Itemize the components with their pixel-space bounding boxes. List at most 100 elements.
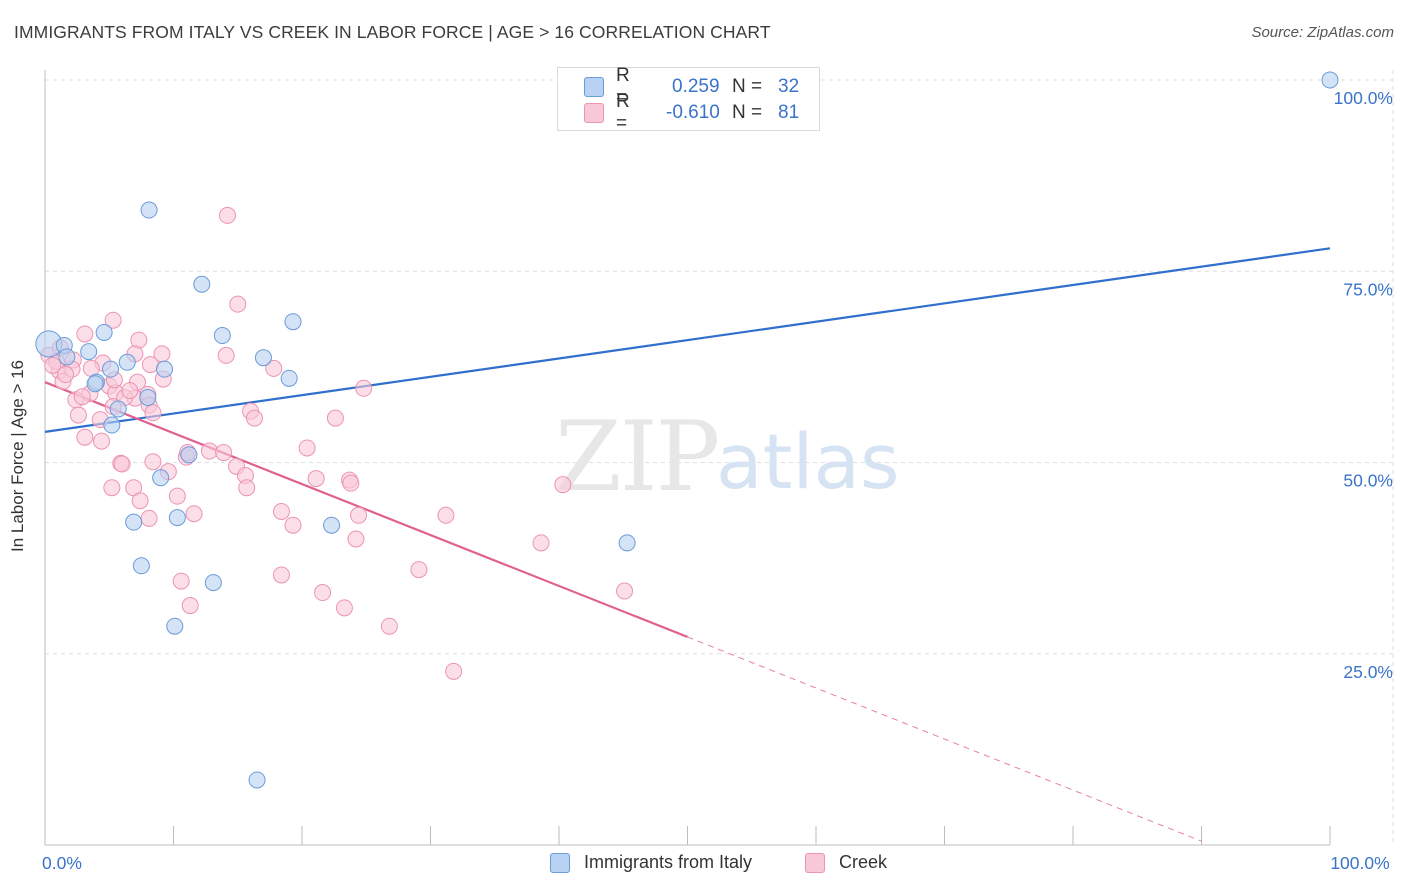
point-italy (618, 534, 636, 552)
point-italy (180, 446, 198, 464)
point-creek (57, 366, 75, 384)
x-ticks (44, 826, 1331, 845)
y-tick-label: 25.0% (1343, 662, 1393, 682)
point-italy (139, 388, 157, 406)
creek-swatch (584, 103, 604, 123)
italy-swatch (550, 852, 570, 873)
point-creek (229, 295, 247, 313)
point-creek (104, 311, 122, 329)
point-creek (140, 509, 158, 527)
point-italy (125, 513, 143, 531)
y-tick-label: 100.0% (1334, 88, 1393, 108)
point-italy (86, 375, 104, 393)
x-tick-label: 0.0% (42, 853, 82, 873)
point-creek (69, 406, 87, 424)
point-italy (132, 557, 150, 575)
point-creek (326, 409, 344, 427)
n-label: N = (732, 76, 763, 97)
y-tick-labels: 25.0% 50.0% 75.0% 100.0% (1334, 88, 1393, 682)
point-creek (307, 470, 325, 488)
series-legend: Immigrants from Italy Creek (0, 852, 1406, 878)
point-italy (280, 369, 298, 387)
point-creek (272, 502, 290, 520)
legend-item-creek[interactable]: Creek (805, 852, 887, 873)
y-axis-label: In Labor Force | Age > 16 (8, 359, 27, 553)
n-label: N = (732, 102, 763, 123)
r-value: 0.259 (672, 76, 720, 97)
watermark-atlas: atlas (716, 417, 900, 506)
point-italy (103, 416, 121, 434)
point-italy (168, 509, 186, 527)
point-creek (121, 382, 139, 400)
point-creek (298, 439, 316, 457)
point-italy (140, 201, 158, 219)
point-creek (153, 345, 171, 363)
point-italy (102, 360, 120, 378)
point-creek (272, 566, 290, 584)
point-italy (58, 348, 76, 366)
point-creek (73, 388, 91, 406)
r-label: R = (616, 65, 630, 108)
legend-item-italy[interactable]: Immigrants from Italy (550, 852, 752, 873)
point-creek (347, 530, 365, 548)
point-creek (284, 516, 302, 534)
point-creek (200, 442, 218, 460)
trend-line-creek (44, 381, 688, 638)
point-creek (217, 346, 235, 364)
point-creek (93, 432, 111, 450)
trend-lines (44, 247, 1331, 842)
x-tick-label: 100.0% (1330, 853, 1389, 873)
n-value: 32 (778, 76, 800, 97)
point-creek (76, 428, 94, 446)
point-italy (193, 275, 211, 293)
point-creek (410, 561, 428, 579)
point-creek (181, 597, 199, 615)
trend-line-creek-extension (687, 636, 1202, 842)
point-creek (355, 379, 373, 397)
y-tick-label: 50.0% (1343, 471, 1393, 491)
italy-swatch (584, 77, 604, 97)
point-creek (185, 505, 203, 523)
point-creek (103, 479, 121, 497)
point-creek (265, 359, 283, 377)
point-creek (218, 206, 236, 224)
stats-row-creek: R = -0.610 N = 81 (584, 91, 799, 134)
point-italy (95, 323, 113, 341)
watermark: ZIP atlas (555, 401, 900, 513)
point-creek (44, 356, 62, 374)
point-italy (248, 771, 266, 789)
point-italy (152, 469, 170, 487)
point-creek (380, 617, 398, 635)
point-creek (131, 492, 149, 510)
legend-label-creek: Creek (839, 852, 888, 872)
watermark-zip: ZIP (555, 401, 718, 513)
point-creek (554, 476, 572, 494)
point-creek (616, 582, 634, 600)
r-label: R = (616, 91, 630, 134)
x-tick-labels: 0.0% 100.0% (42, 853, 1390, 873)
point-creek (172, 572, 190, 590)
legend-label-italy: Immigrants from Italy (584, 852, 753, 872)
point-creek (532, 534, 550, 552)
point-italy (254, 349, 272, 367)
point-italy (109, 400, 127, 418)
point-creek (76, 325, 94, 343)
point-creek (342, 474, 360, 492)
point-italy (156, 360, 174, 378)
point-italy (80, 343, 98, 361)
point-italy (204, 574, 222, 592)
point-italy (166, 617, 184, 635)
stats-legend: R = 0.259 N = 32 R = -0.610 N = 81 (557, 65, 820, 134)
point-italy (284, 313, 302, 331)
source-label: Source: ZipAtlas.com (1251, 24, 1394, 41)
point-creek (113, 455, 131, 473)
point-italy (323, 516, 341, 534)
point-italy (213, 327, 231, 345)
point-creek (144, 453, 162, 471)
chart-title: IMMIGRANTS FROM ITALY VS CREEK IN LABOR … (14, 22, 771, 42)
point-creek (350, 506, 368, 524)
point-creek (314, 584, 332, 602)
point-creek (437, 506, 455, 524)
y-tick-label: 75.0% (1343, 279, 1393, 299)
